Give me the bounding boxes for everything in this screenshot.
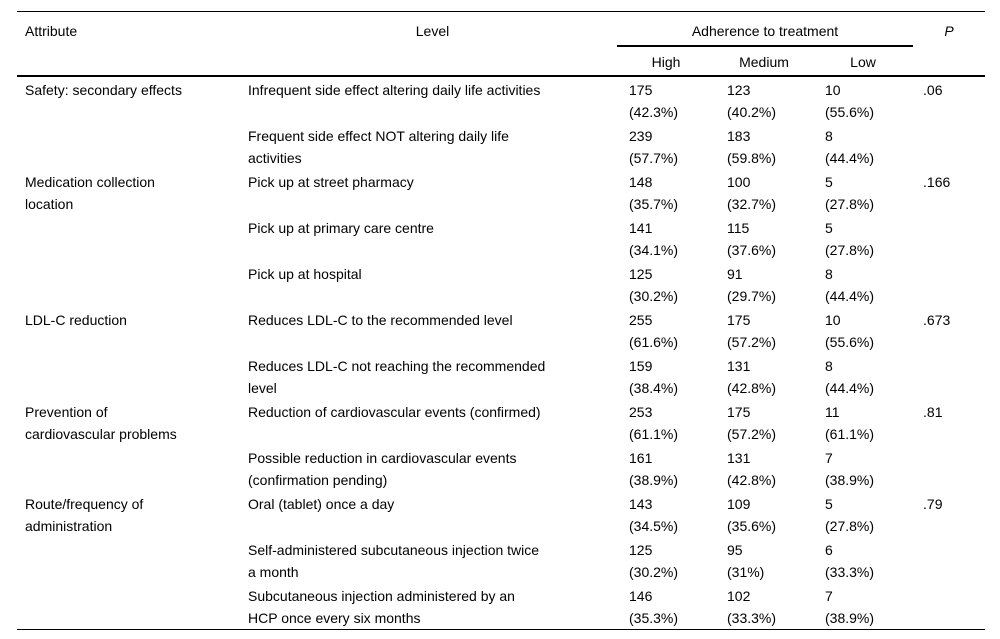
level-cell: Self-administered subcutaneous injection…	[248, 541, 540, 580]
high-cell: 255 (61.6%)	[629, 311, 679, 350]
col-header-high: High	[651, 53, 681, 70]
p-value-cell: .166	[923, 173, 951, 190]
p-value-cell: .06	[923, 81, 943, 98]
low-cell: 7 (38.9%)	[825, 587, 875, 626]
low-cell: 7 (38.9%)	[825, 449, 875, 488]
table-row: Subcutaneous injection administered by a…	[17, 583, 985, 630]
table-body: Safety: secondary effects Infrequent sid…	[17, 76, 985, 630]
level-cell: Pick up at primary care centre	[248, 219, 434, 236]
table-row: Frequent side effect NOT altering daily …	[17, 123, 985, 169]
high-cell: 141 (34.1%)	[629, 219, 679, 258]
attribute-cell: Safety: secondary effects	[25, 81, 182, 98]
medium-cell: 91 (29.7%)	[727, 265, 777, 304]
adherence-table: Attribute Level Adherence to treatment P…	[17, 11, 986, 630]
high-cell: 125 (30.2%)	[629, 265, 679, 304]
table-row: Pick up at hospital 125 (30.2%) 91 (29.7…	[17, 261, 985, 307]
medium-cell: 175 (57.2%)	[727, 311, 777, 350]
medium-cell: 123 (40.2%)	[727, 81, 777, 120]
col-header-attribute: Attribute	[25, 23, 78, 39]
p-value-cell: .79	[923, 495, 943, 512]
level-cell: Frequent side effect NOT altering daily …	[248, 127, 509, 166]
low-cell: 8 (44.4%)	[825, 265, 875, 304]
medium-cell: 102 (33.3%)	[727, 587, 777, 626]
high-cell: 239 (57.7%)	[629, 127, 679, 166]
table-row: Medication collection location Pick up a…	[17, 169, 985, 215]
low-cell: 5 (27.8%)	[825, 219, 875, 258]
medium-cell: 115 (37.6%)	[727, 219, 777, 258]
high-cell: 148 (35.7%)	[629, 173, 679, 212]
level-cell: Subcutaneous injection administered by a…	[248, 587, 515, 626]
table-row: Route/frequency of administration Oral (…	[17, 491, 985, 537]
p-value-cell: .81	[923, 403, 943, 420]
high-cell: 143 (34.5%)	[629, 495, 679, 534]
level-cell: Reduces LDL-C to the recommended level	[248, 311, 513, 328]
medium-cell: 183 (59.8%)	[727, 127, 777, 166]
table-row: Reduces LDL-C not reaching the recommend…	[17, 353, 985, 399]
low-cell: 5 (27.8%)	[825, 173, 875, 212]
attribute-cell: Medication collection location	[25, 173, 155, 212]
high-cell: 175 (42.3%)	[629, 81, 679, 120]
table-header: Attribute Level Adherence to treatment P…	[17, 11, 986, 76]
attribute-cell: Route/frequency of administration	[25, 495, 144, 534]
high-cell: 161 (38.9%)	[629, 449, 679, 488]
level-cell: Infrequent side effect altering daily li…	[248, 81, 541, 98]
header-row-2: High Medium Low	[17, 46, 985, 76]
low-cell: 8 (44.4%)	[825, 357, 875, 396]
medium-cell: 109 (35.6%)	[727, 495, 777, 534]
high-cell: 125 (30.2%)	[629, 541, 679, 580]
table-row: Possible reduction in cardiovascular eve…	[17, 445, 985, 491]
header-row-1: Attribute Level Adherence to treatment P	[17, 11, 985, 47]
level-cell: Reduces LDL-C not reaching the recommend…	[248, 357, 546, 396]
attribute-cell: LDL-C reduction	[25, 311, 127, 328]
table-row: LDL-C reduction Reduces LDL-C to the rec…	[17, 307, 985, 353]
medium-cell: 131 (42.8%)	[727, 449, 777, 488]
low-cell: 8 (44.4%)	[825, 127, 875, 166]
level-cell: Reduction of cardiovascular events (conf…	[248, 403, 541, 420]
col-header-adherence-spanner: Adherence to treatment	[617, 11, 914, 47]
attribute-cell: Prevention of cardiovascular problems	[25, 403, 177, 442]
low-cell: 5 (27.8%)	[825, 495, 875, 534]
col-header-low: Low	[850, 53, 876, 70]
high-cell: 253 (61.1%)	[629, 403, 679, 442]
medium-cell: 100 (32.7%)	[727, 173, 777, 212]
high-cell: 159 (38.4%)	[629, 357, 679, 396]
medium-cell: 175 (57.2%)	[727, 403, 777, 442]
medium-cell: 131 (42.8%)	[727, 357, 777, 396]
low-cell: 6 (33.3%)	[825, 541, 875, 580]
medium-cell: 95 (31%)	[727, 541, 765, 580]
col-header-level: Level	[415, 23, 450, 39]
col-header-medium: Medium	[739, 53, 789, 70]
table-row: Safety: secondary effects Infrequent sid…	[17, 76, 985, 123]
col-header-p: P	[944, 23, 954, 39]
level-cell: Possible reduction in cardiovascular eve…	[248, 449, 517, 488]
p-value-cell: .673	[923, 311, 951, 328]
high-cell: 146 (35.3%)	[629, 587, 679, 626]
level-cell: Pick up at hospital	[248, 265, 362, 282]
low-cell: 10 (55.6%)	[825, 81, 875, 120]
table-row: Prevention of cardiovascular problems Re…	[17, 399, 985, 445]
low-cell: 11 (61.1%)	[825, 403, 875, 442]
table-row: Self-administered subcutaneous injection…	[17, 537, 985, 583]
level-cell: Pick up at street pharmacy	[248, 173, 414, 190]
level-cell: Oral (tablet) once a day	[248, 495, 395, 512]
table-row: Pick up at primary care centre 141 (34.1…	[17, 215, 985, 261]
low-cell: 10 (55.6%)	[825, 311, 875, 350]
